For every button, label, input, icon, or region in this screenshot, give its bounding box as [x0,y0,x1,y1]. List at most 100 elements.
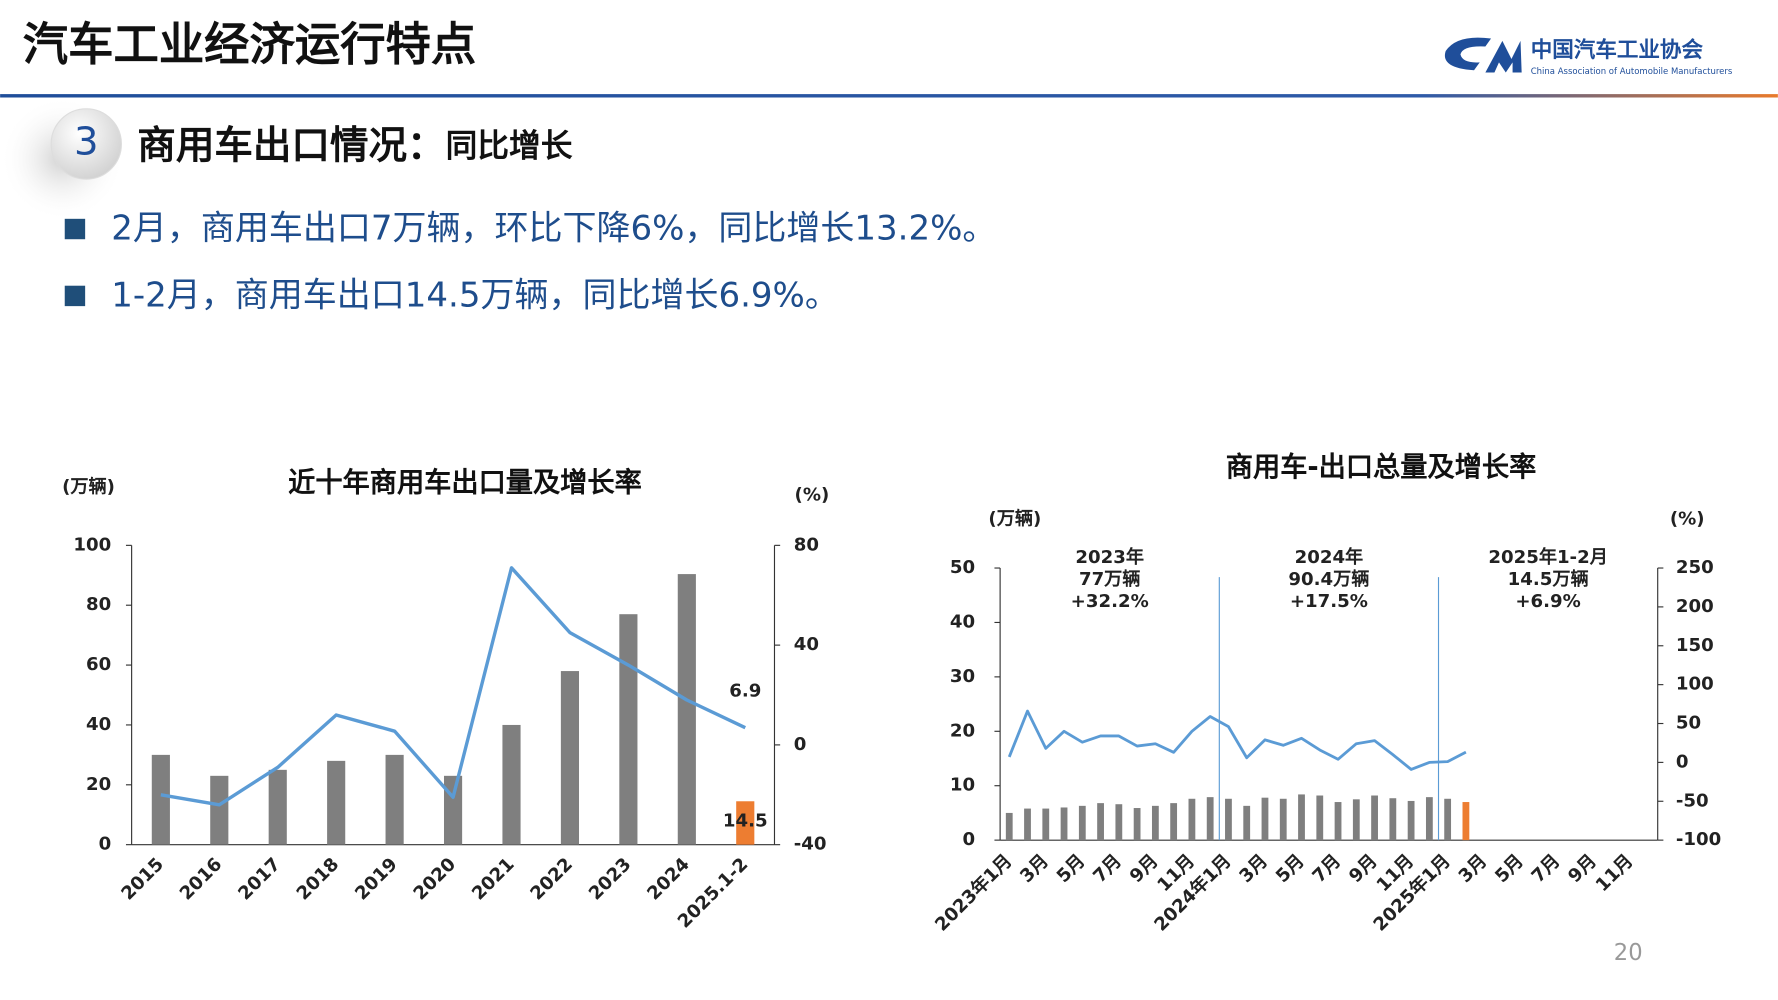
x-tick-label: 2016 [176,854,227,905]
y2-tick-label: 50 [1676,713,1701,734]
period-annotation: +17.5% [1290,591,1368,612]
bar [151,754,170,845]
bar [1334,802,1342,841]
section-badge [50,108,122,180]
bar [443,775,463,845]
bar [1115,804,1123,841]
bar [1188,798,1196,841]
x-tick-label: 2024 [643,854,694,905]
bar [1425,797,1433,841]
period-annotation: 90.4万辆 [1288,568,1369,590]
x-tick-label: 5月 [1053,850,1090,887]
x-tick-label: 2023 [585,854,636,905]
bar [1316,795,1324,841]
bar [1206,797,1214,841]
logo-mark [1444,37,1522,73]
bar [1243,805,1251,841]
y-tick-label: 40 [86,714,111,735]
slide-title: 汽车工业经济运行特点 [23,18,476,71]
y2-tick-label: 80 [794,534,819,555]
x-tick-label: 11月 [1592,850,1638,896]
y-tick-label: 30 [950,666,975,687]
y2-tick-label: -50 [1676,790,1709,811]
bar [1389,798,1397,841]
y-tick-label: 0 [99,834,112,855]
period-annotation: 14.5万辆 [1508,568,1589,590]
bar-value-label: 14.5 [723,811,768,832]
x-tick-label: 5月 [1491,850,1528,887]
y2-tick-label: 0 [794,734,807,755]
y-tick-label: 20 [950,720,975,741]
y2-tick-label: 150 [1676,635,1714,656]
y-tick-label: 20 [86,774,111,795]
x-tick-label: 7月 [1089,850,1126,887]
bar [1024,808,1031,841]
x-tick-label: 5月 [1272,850,1309,887]
bar [1078,805,1086,841]
bar [1407,800,1415,841]
bar [385,754,404,845]
y-axis-label: (万辆) [62,476,115,498]
bar [560,671,580,845]
y-tick-label: 0 [963,829,976,850]
bar [1261,797,1269,841]
bullet-square [64,218,86,240]
line [160,566,746,807]
y2-tick-label: 250 [1676,557,1714,578]
bullet-square [64,285,86,307]
x-tick-label: 7月 [1528,850,1565,887]
y2-axis-label: (%) [795,484,830,505]
x-tick-label: 2017 [234,854,285,905]
line-value-label: 6.9 [729,680,761,701]
y-tick-label: 50 [950,557,975,578]
page-number: 20 [1614,940,1643,966]
y-tick-label: 40 [950,611,975,632]
bar [1060,807,1068,841]
section-subtitle: 同比增长 [446,128,573,164]
y-axis-label: (万辆) [988,507,1041,529]
x-tick-label: 2018 [293,854,344,905]
x-tick-label: 3月 [1235,850,1272,887]
bar [210,775,229,845]
y2-tick-label: 200 [1676,596,1714,617]
x-tick-label: 7月 [1309,850,1346,887]
y2-tick-label: 100 [1676,674,1714,695]
period-annotation: 77万辆 [1079,568,1140,590]
bar [327,760,346,845]
y-tick-label: 10 [950,775,975,796]
line [1007,709,1467,771]
x-tick-label: 2015 [117,854,168,905]
bar [1042,808,1050,841]
bullet: 2月，商用车出口7万辆，环比下降6%，同比增长13.2%。 [111,209,996,249]
bar [1444,798,1452,841]
bar [619,614,638,845]
bar [1279,798,1287,841]
bar [1133,808,1141,841]
section-number: 3 [74,119,99,164]
period-annotation: +6.9% [1515,591,1580,612]
bar [736,801,755,845]
y2-tick-label: -100 [1676,829,1721,850]
period-annotation: 2023年 [1075,546,1144,568]
chart-title: 商用车-出口总量及增长率 [1226,451,1537,483]
header-rule [0,94,1778,98]
x-tick-label: 2021 [468,854,519,905]
bar [502,724,521,845]
y-tick-label: 80 [86,594,111,615]
y2-tick-label: 40 [794,634,819,655]
period-annotation: +32.2% [1071,591,1149,612]
y2-tick-label: 0 [1676,751,1689,772]
period-annotation: 2024年 [1295,546,1364,568]
bullet: 1-2月，商用车出口14.5万辆，同比增长6.9%。 [111,276,839,316]
x-tick-label: 2020 [410,854,461,905]
bar [1298,794,1305,841]
chart-title: 近十年商用车出口量及增长率 [288,467,642,499]
bar [1151,805,1159,841]
logo-subtext: China Association of Automobile Manufact… [1531,67,1733,77]
x-tick-label: 2022 [526,854,577,905]
bar [1170,803,1178,841]
section-title-main: 商用车出口情况： [137,123,445,168]
bar [1371,795,1378,841]
